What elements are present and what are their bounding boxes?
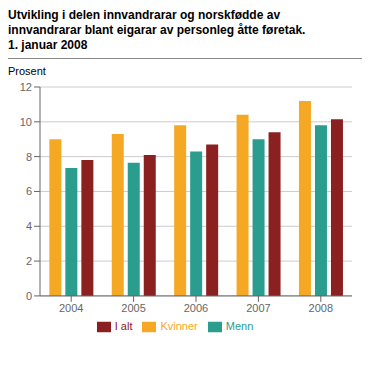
html-text:Kvinner: Kvinner bbox=[160, 319, 198, 332]
html-text:Utvikling i delen innvandrarar: Utvikling i delen innvandrarar og norskf… bbox=[8, 8, 281, 22]
html-text:Menn: Menn bbox=[225, 319, 254, 332]
svg-text:10: 10 bbox=[20, 116, 32, 128]
svg-text:6: 6 bbox=[26, 185, 32, 197]
html-text:Prosent: Prosent bbox=[8, 65, 46, 77]
html-text:I alt: I alt bbox=[114, 319, 133, 332]
svg-text:2008: 2008 bbox=[309, 302, 333, 314]
svg-text:2005: 2005 bbox=[121, 302, 145, 314]
svg-text:4: 4 bbox=[26, 220, 32, 232]
svg-text:0: 0 bbox=[26, 290, 32, 302]
svg-text:8: 8 bbox=[26, 151, 32, 163]
svg-text:12: 12 bbox=[20, 81, 32, 93]
svg-text:2006: 2006 bbox=[184, 302, 208, 314]
html-text:innvandrarar blant eigarar av: innvandrarar blant eigarar av personleg … bbox=[8, 23, 306, 37]
svg-text:2004: 2004 bbox=[59, 302, 83, 314]
html-text:1. januar 2008: 1. januar 2008 bbox=[8, 38, 88, 52]
svg-text:2: 2 bbox=[26, 255, 32, 267]
svg-text:2007: 2007 bbox=[246, 302, 270, 314]
